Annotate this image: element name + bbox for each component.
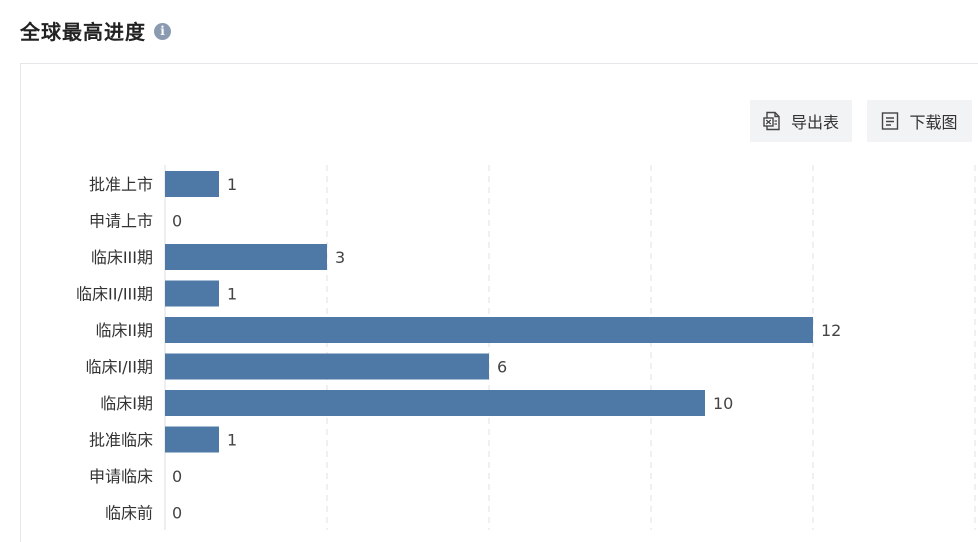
y-tick-label: 临床I/II期: [85, 358, 153, 377]
data-label: 3: [335, 248, 345, 267]
y-tick-label: 临床II期: [96, 321, 153, 340]
page-title: 全球最高进度: [20, 19, 146, 44]
y-tick-label: 申请上市: [89, 212, 153, 231]
data-label: 10: [713, 394, 733, 413]
data-label: 1: [227, 285, 237, 304]
bar: [165, 390, 705, 416]
y-tick-label: 临床I期: [100, 394, 153, 413]
bar: [165, 280, 219, 307]
bar: [165, 244, 327, 270]
data-label: 0: [172, 212, 182, 231]
data-label: 1: [227, 175, 237, 194]
data-label: 0: [172, 467, 182, 486]
document-icon: [881, 111, 899, 131]
export-table-label: 导出表: [790, 113, 839, 132]
y-tick-label: 批准临床: [89, 431, 153, 450]
title-row: 全球最高进度 i: [20, 14, 171, 46]
data-label: 6: [497, 358, 507, 377]
y-tick-label: 批准上市: [89, 175, 153, 194]
excel-export-icon: [763, 111, 781, 131]
export-table-button[interactable]: 导出表: [750, 100, 852, 142]
download-chart-button[interactable]: 下载图: [867, 100, 972, 142]
y-tick-label: 申请临床: [89, 467, 153, 486]
data-label: 0: [172, 504, 182, 523]
download-chart-label: 下载图: [909, 113, 958, 132]
bar: [165, 426, 219, 453]
y-tick-label: 临床II/III期: [76, 285, 153, 304]
data-label: 12: [821, 321, 841, 340]
bar: [165, 171, 219, 197]
data-label: 1: [227, 431, 237, 450]
bar: [165, 353, 489, 380]
info-icon[interactable]: i: [154, 22, 171, 40]
y-tick-label: 临床III期: [91, 248, 153, 267]
bar: [165, 317, 813, 343]
chart-panel: [20, 63, 978, 542]
y-tick-label: 临床前: [105, 504, 153, 523]
